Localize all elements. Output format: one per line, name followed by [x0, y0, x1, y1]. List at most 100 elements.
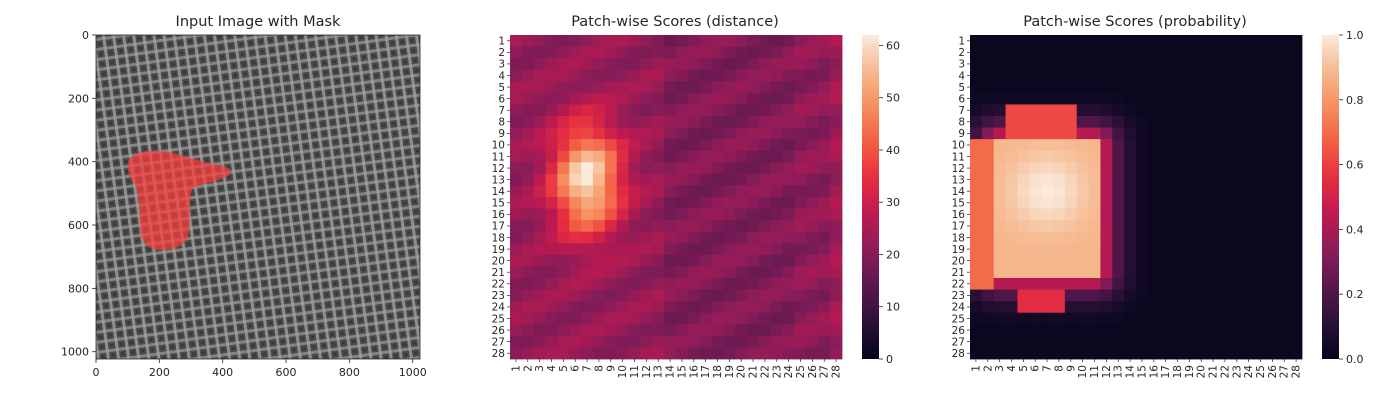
- heatmap-cell: [1112, 254, 1125, 267]
- heatmap-cell: [1064, 243, 1078, 256]
- heatmap-cell: [806, 231, 819, 244]
- heatmap-cell: [581, 347, 594, 360]
- heatmap-cell: [1100, 278, 1113, 290]
- heatmap-cell: [970, 127, 983, 140]
- heatmap-cell: [1088, 197, 1101, 209]
- panel-3-title: Patch-wise Scores (probability): [1023, 14, 1246, 30]
- heatmap-cell: [723, 173, 736, 186]
- heatmap-x-tick-label: 24: [1243, 365, 1255, 379]
- heatmap-cell: [1017, 231, 1030, 244]
- heatmap-cell: [1171, 243, 1184, 256]
- heatmap-cell: [981, 220, 995, 233]
- image-frame: [95, 34, 421, 360]
- heatmap-cell: [652, 312, 665, 325]
- heatmap-cell: [759, 81, 772, 94]
- heatmap-cell: [687, 35, 701, 47]
- heatmap-cell: [628, 46, 641, 59]
- heatmap-cell: [735, 335, 748, 348]
- heatmap-cell: [1064, 173, 1078, 186]
- heatmap-cell: [1076, 231, 1089, 244]
- heatmap-x-tick-label: 4: [1006, 365, 1018, 372]
- heatmap-cell: [830, 185, 843, 198]
- heatmap-cell: [616, 185, 629, 198]
- heatmap-cell: [581, 220, 594, 233]
- heatmap-cell: [676, 197, 689, 209]
- heatmap-cell: [1100, 81, 1113, 94]
- heatmap-cell: [640, 254, 653, 267]
- heatmap-cell: [676, 312, 689, 325]
- heatmap-cell: [1266, 81, 1279, 94]
- heatmap-cell: [687, 289, 701, 302]
- heatmap-x-tick-label: 28: [1291, 365, 1303, 378]
- heatmap-cell: [759, 197, 772, 209]
- heatmap-cell: [1017, 220, 1030, 233]
- heatmap-cell: [1041, 266, 1054, 279]
- heatmap-cell: [593, 347, 606, 360]
- heatmap-cell: [1029, 254, 1042, 267]
- image-y-tick-label: 0: [82, 29, 89, 42]
- heatmap-cell: [1254, 243, 1267, 256]
- heatmap-cell: [1207, 231, 1220, 244]
- heatmap-cell: [1112, 69, 1125, 82]
- heatmap-cell: [569, 208, 582, 221]
- heatmap-cell: [1005, 162, 1018, 175]
- heatmap-cell: [1266, 266, 1279, 279]
- heatmap-cell: [1159, 324, 1172, 337]
- heatmap-cell: [640, 35, 653, 47]
- heatmap-cell: [557, 173, 570, 186]
- heatmap-cell: [569, 335, 582, 348]
- heatmap-cell: [993, 324, 1006, 337]
- heatmap-cell: [723, 92, 736, 105]
- heatmap-cell: [521, 173, 535, 186]
- heatmap-cell: [1100, 324, 1113, 337]
- heatmap-cell: [1207, 266, 1220, 279]
- heatmap-cell: [1219, 127, 1232, 140]
- heatmap-cell: [1064, 335, 1078, 348]
- heatmap-cell: [770, 197, 784, 209]
- heatmap-cell: [993, 289, 1006, 302]
- heatmap-cell: [747, 35, 760, 47]
- heatmap-cell: [1242, 81, 1255, 94]
- heatmap-cell: [1136, 46, 1149, 59]
- heatmap-cell: [1029, 35, 1042, 47]
- heatmap-cell: [616, 266, 629, 279]
- heatmap-cell: [1195, 116, 1208, 128]
- heatmap-cell: [652, 335, 665, 348]
- heatmap-cell: [1207, 312, 1220, 325]
- heatmap-cell: [1242, 46, 1255, 59]
- heatmap-cell: [533, 289, 546, 302]
- heatmap-cell: [557, 197, 570, 209]
- heatmap-cell: [1171, 278, 1184, 290]
- heatmap-cell: [1064, 104, 1078, 117]
- heatmap-cell: [1088, 254, 1101, 267]
- heatmap-cell: [993, 173, 1006, 186]
- heatmap-cell: [628, 81, 641, 94]
- heatmap-cell: [1017, 69, 1030, 82]
- heatmap-cell: [533, 231, 546, 244]
- heatmap-cell: [1254, 312, 1267, 325]
- heatmap-cell: [510, 162, 523, 175]
- heatmap-cell: [711, 150, 724, 163]
- heatmap-cell: [759, 139, 772, 152]
- heatmap-y-tick-label: 28: [492, 348, 505, 360]
- heatmap-cell: [616, 58, 629, 71]
- heatmap-cell: [993, 104, 1006, 117]
- heatmap-cell: [711, 312, 724, 325]
- image-x-tick-label: 800: [339, 366, 360, 379]
- heatmap-cell: [818, 173, 831, 186]
- heatmap-cell: [664, 104, 677, 117]
- heatmap-cell: [604, 185, 618, 198]
- heatmap-cell: [1219, 69, 1232, 82]
- heatmap-cell: [1183, 208, 1196, 221]
- heatmap-cell: [1076, 278, 1089, 290]
- heatmap-cell: [1112, 104, 1125, 117]
- heatmap-cell: [557, 289, 570, 302]
- heatmap-x-tick-label: 13: [653, 365, 665, 378]
- heatmap-cell: [759, 266, 772, 279]
- heatmap-cell: [830, 104, 843, 117]
- heatmap-cell: [1195, 46, 1208, 59]
- heatmap-cell: [521, 162, 535, 175]
- heatmap-cell: [747, 58, 760, 71]
- heatmap-cell: [604, 312, 618, 325]
- heatmap-cell: [806, 116, 819, 128]
